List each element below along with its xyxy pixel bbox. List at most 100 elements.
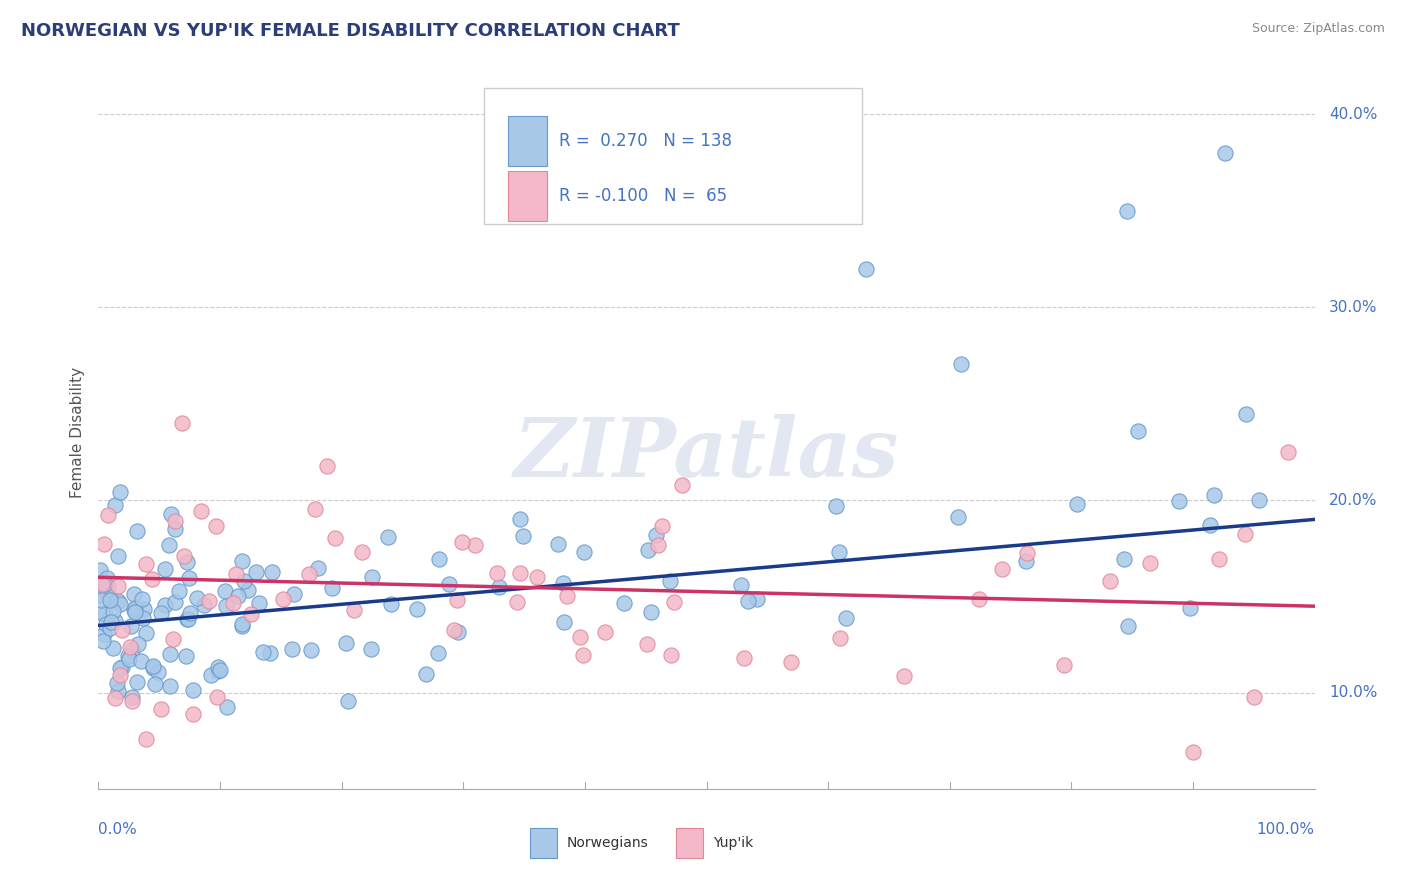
- Point: [447, 625, 470, 640]
- Point: [733, 651, 755, 665]
- Point: [405, 602, 427, 616]
- Point: [315, 459, 337, 474]
- Point: [281, 642, 304, 657]
- Point: [1112, 551, 1135, 566]
- Point: [131, 654, 153, 668]
- Point: [321, 582, 343, 596]
- Bar: [509, 116, 547, 166]
- Point: [640, 606, 662, 620]
- Point: [245, 565, 267, 579]
- Text: 20.0%: 20.0%: [1329, 492, 1378, 508]
- Point: [825, 500, 848, 514]
- Point: [105, 676, 128, 690]
- Point: [337, 694, 360, 708]
- Point: [780, 655, 803, 669]
- Point: [307, 561, 329, 575]
- Point: [149, 701, 172, 715]
- Point: [122, 587, 145, 601]
- Point: [183, 683, 205, 698]
- Point: [165, 522, 187, 536]
- Bar: [530, 828, 557, 858]
- Point: [117, 648, 139, 663]
- Point: [91, 576, 114, 591]
- Point: [167, 584, 190, 599]
- Point: [135, 732, 157, 747]
- Point: [1199, 518, 1222, 533]
- Point: [486, 566, 509, 581]
- Point: [231, 554, 253, 568]
- Point: [96, 508, 118, 523]
- Point: [197, 593, 219, 607]
- Point: [125, 524, 148, 538]
- Point: [108, 485, 131, 500]
- Point: [135, 558, 157, 572]
- Point: [1116, 618, 1139, 632]
- Point: [259, 647, 281, 661]
- Point: [506, 595, 529, 609]
- Point: [827, 545, 849, 559]
- Bar: [509, 171, 547, 221]
- Point: [170, 416, 193, 430]
- Text: Yup'ik: Yup'ik: [713, 836, 752, 850]
- Point: [159, 647, 181, 661]
- Point: [107, 579, 129, 593]
- Point: [446, 593, 468, 607]
- Point: [142, 661, 165, 675]
- Point: [645, 528, 668, 542]
- Point: [236, 582, 259, 597]
- Point: [111, 623, 134, 637]
- Point: [174, 648, 197, 663]
- Point: [443, 624, 465, 638]
- Point: [118, 640, 141, 655]
- Point: [108, 661, 131, 675]
- Point: [380, 597, 402, 611]
- Point: [637, 543, 659, 558]
- Point: [298, 566, 321, 581]
- Point: [1208, 552, 1230, 566]
- Point: [252, 645, 274, 659]
- Point: [91, 578, 114, 592]
- Point: [153, 599, 176, 613]
- Point: [100, 615, 122, 629]
- Bar: [676, 828, 703, 858]
- Point: [200, 668, 222, 682]
- Point: [613, 596, 636, 610]
- Point: [226, 589, 249, 603]
- Point: [1098, 574, 1121, 588]
- Text: 30.0%: 30.0%: [1329, 300, 1378, 315]
- Point: [737, 593, 759, 607]
- Point: [208, 663, 231, 677]
- Point: [121, 694, 143, 708]
- Point: [262, 565, 284, 579]
- Point: [949, 358, 972, 372]
- Point: [118, 652, 141, 666]
- Point: [1066, 497, 1088, 511]
- Point: [553, 575, 575, 590]
- Point: [142, 659, 165, 673]
- Point: [177, 612, 200, 626]
- Point: [96, 571, 118, 585]
- Point: [104, 498, 127, 512]
- Point: [207, 659, 229, 673]
- Point: [122, 603, 145, 617]
- Point: [991, 562, 1014, 576]
- Point: [108, 668, 131, 682]
- Point: [593, 625, 616, 640]
- Point: [1116, 203, 1139, 218]
- Point: [100, 621, 122, 635]
- Point: [131, 591, 153, 606]
- Point: [93, 627, 115, 641]
- Point: [451, 534, 474, 549]
- Point: [186, 591, 208, 606]
- Point: [730, 577, 752, 591]
- Point: [181, 707, 204, 722]
- Point: [636, 637, 658, 651]
- Point: [671, 478, 693, 492]
- Point: [526, 570, 548, 584]
- Point: [205, 690, 228, 704]
- Point: [1014, 554, 1036, 568]
- FancyBboxPatch shape: [484, 88, 862, 224]
- Point: [111, 660, 134, 674]
- Point: [93, 537, 115, 551]
- Point: [509, 566, 531, 581]
